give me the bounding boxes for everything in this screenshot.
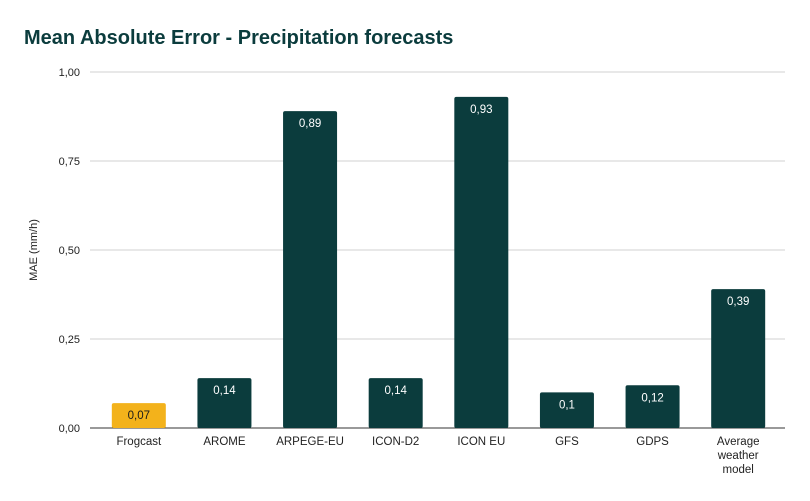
data-label: 0,12	[641, 392, 663, 404]
x-tick-label: AROME	[203, 436, 246, 448]
y-tick-label: 1,00	[59, 67, 80, 79]
x-tick-label: ICON-D2	[372, 436, 419, 448]
chart-title: Mean Absolute Error - Precipitation fore…	[24, 27, 453, 49]
x-tick-label: ARPEGE-EU	[276, 436, 344, 448]
data-label: 0,1	[559, 399, 575, 411]
data-label: 0,07	[128, 410, 150, 422]
y-tick-label: 0,25	[59, 334, 80, 346]
x-tick-label: GFS	[555, 436, 579, 448]
bar-frogcast	[111, 403, 166, 428]
y-tick-label: 0,75	[59, 156, 80, 168]
bar-arpege-eu	[283, 111, 338, 428]
data-label: 0,93	[470, 104, 492, 116]
y-axis-label: MAE (mm/h)	[28, 219, 40, 281]
x-tick-label: ICON EU	[457, 436, 505, 448]
bar-icon-d2	[368, 378, 423, 428]
x-tick-label: Frogcast	[116, 436, 162, 448]
bar-icon-eu	[454, 96, 509, 429]
x-tick-label: GDPS	[636, 436, 669, 448]
data-label: 0,89	[299, 118, 321, 130]
x-tick-label: Average weather model	[717, 436, 760, 476]
data-label: 0,14	[384, 385, 407, 397]
y-tick-label: 0,00	[59, 423, 80, 435]
bar-average-weather-model	[711, 289, 766, 428]
bar-gfs	[539, 392, 594, 428]
bar-gdps	[625, 385, 680, 428]
y-tick-label: 0,50	[59, 245, 80, 257]
bar-arome	[197, 378, 252, 428]
data-label: 0,39	[727, 296, 749, 308]
data-label: 0,14	[213, 385, 236, 397]
